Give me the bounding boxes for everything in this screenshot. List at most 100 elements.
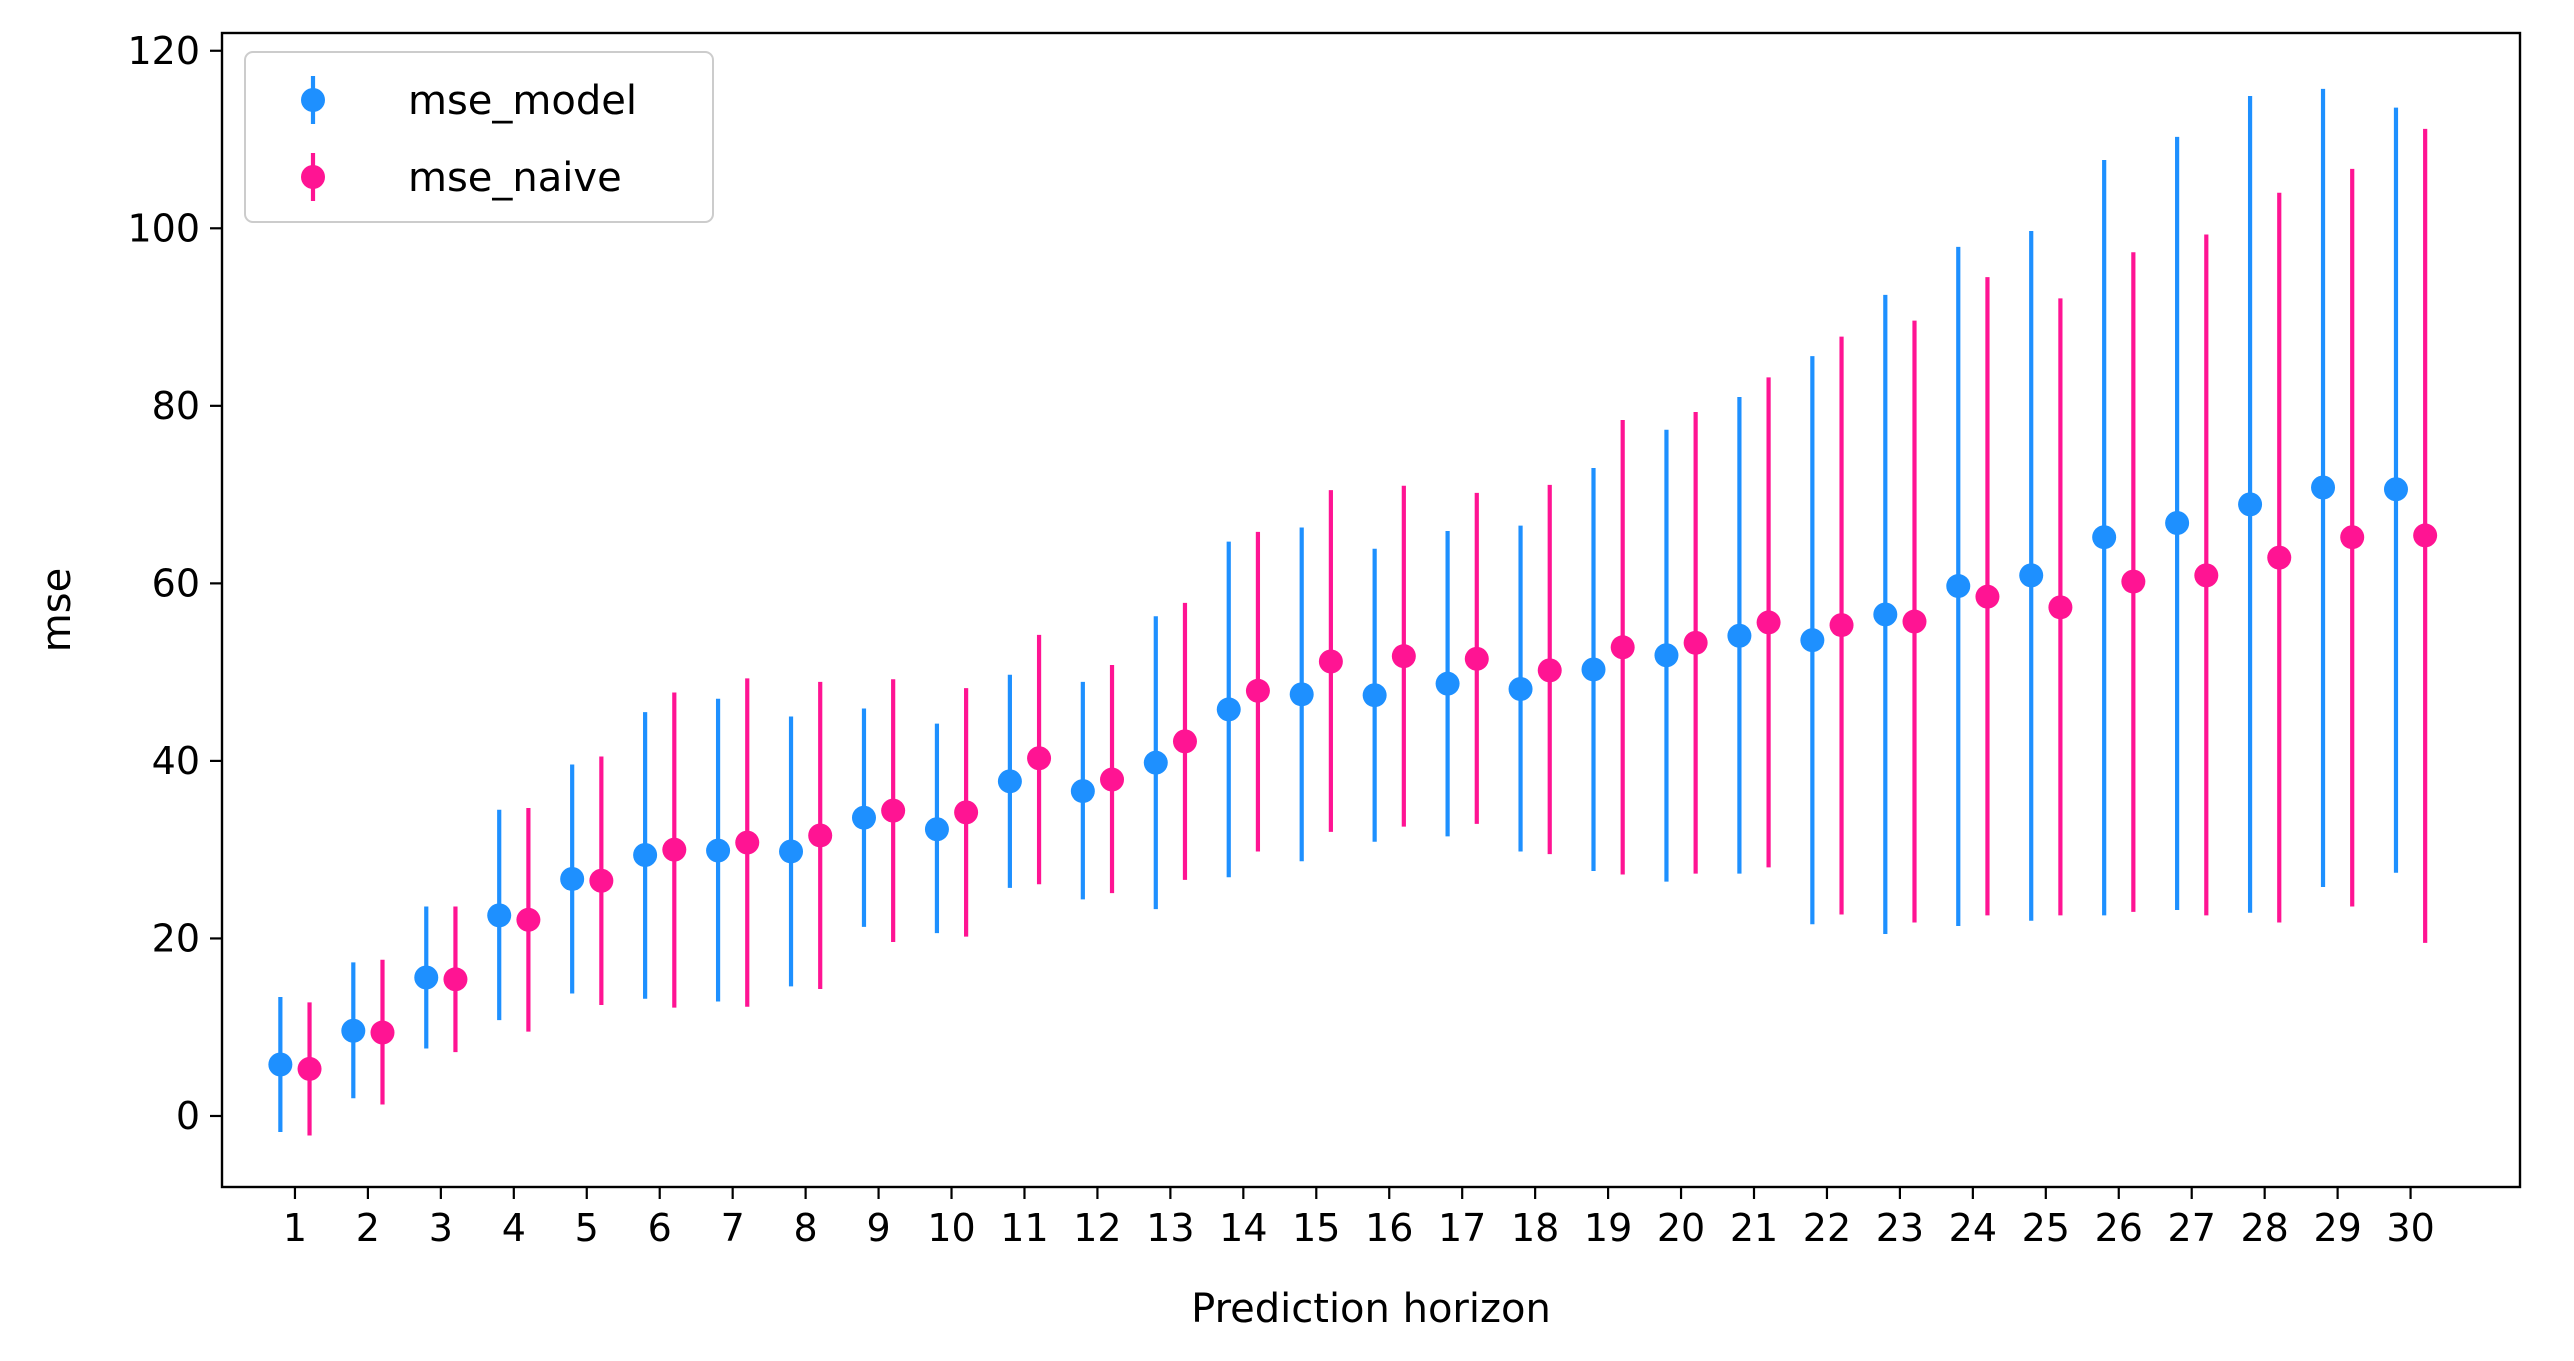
x-tick-label-18: 18 [1511, 1206, 1559, 1250]
mse-model-point-10 [924, 817, 949, 842]
mse-naive-point-29 [2340, 525, 2365, 550]
x-tick-label-17: 17 [1438, 1206, 1486, 1250]
mse-model-point-19 [1581, 657, 1606, 682]
mse-naive-point-6 [662, 837, 687, 862]
mse-model-point-28 [2238, 492, 2263, 517]
y-tick-label-20: 20 [152, 916, 200, 960]
legend-entry-mse-naive: mse_naive [301, 153, 622, 201]
mse-model-point-5 [560, 866, 585, 891]
mse-naive-point-19 [1610, 635, 1635, 660]
x-tick-label-23: 23 [1876, 1206, 1924, 1250]
y-tick-label-60: 60 [152, 561, 200, 605]
chart-marks [268, 88, 2438, 1136]
x-tick-label-1: 1 [283, 1206, 307, 1250]
legend-entry-mse-model: mse_model [301, 76, 637, 124]
mse-naive-point-7 [735, 830, 760, 855]
mse-model-point-27 [2165, 511, 2190, 536]
mse-model-point-6 [633, 843, 658, 868]
mse-naive-point-28 [2267, 545, 2292, 570]
y-tick-label-100: 100 [127, 206, 200, 250]
mse-naive-point-2 [370, 1020, 395, 1045]
x-tick-label-8: 8 [794, 1206, 818, 1250]
x-tick-label-5: 5 [575, 1206, 599, 1250]
mse-naive-point-23 [1902, 609, 1927, 634]
mse-naive-point-30 [2413, 523, 2438, 548]
mse-model-point-11 [997, 769, 1022, 794]
x-tick-label-22: 22 [1803, 1206, 1851, 1250]
y-tick-label-80: 80 [152, 384, 200, 428]
x-axis: 1 2 3 4 5 6 7 8 9 10 11 12 13 14 15 16 17 18 19 20 21 22 23 24 2… [283, 1187, 2435, 1250]
mse-model-point-16 [1362, 683, 1387, 708]
mse-model-point-26 [2092, 525, 2117, 550]
mse-model-point-9 [851, 805, 876, 830]
x-tick-label-16: 16 [1365, 1206, 1413, 1250]
mse-model-point-1 [268, 1052, 293, 1077]
mse-naive-point-1 [297, 1056, 322, 1081]
mse-model-point-22 [1800, 628, 1825, 653]
x-tick-label-12: 12 [1073, 1206, 1121, 1250]
legend-box [244, 51, 714, 223]
x-axis-title: Prediction horizon [1191, 1286, 1551, 1332]
mse-naive-point-20 [1683, 630, 1708, 655]
mse-model-point-25 [2019, 563, 2044, 588]
x-tick-label-9: 9 [866, 1206, 890, 1250]
x-tick-label-11: 11 [1000, 1206, 1048, 1250]
y-tick-label-0: 0 [176, 1094, 200, 1138]
plot-frame [220, 31, 2522, 1189]
mse-model-point-3 [414, 965, 439, 990]
mse-naive-point-9 [881, 798, 906, 823]
mse-naive-point-10 [954, 800, 979, 825]
mse-naive-point-4 [516, 907, 541, 932]
x-tick-label-20: 20 [1657, 1206, 1705, 1250]
mse-model-point-30 [2383, 477, 2408, 502]
mse-model-point-23 [1873, 602, 1898, 627]
mse-model-point-12 [1070, 779, 1095, 804]
mse-naive-point-21 [1756, 610, 1781, 635]
mse-model-point-15 [1289, 682, 1314, 707]
x-tick-label-30: 30 [2386, 1206, 2434, 1250]
x-tick-label-4: 4 [502, 1206, 526, 1250]
mse-naive-point-17 [1464, 646, 1489, 671]
mse-naive-point-13 [1172, 729, 1197, 754]
mse-model-point-13 [1143, 750, 1168, 775]
mse-model-point-14 [1216, 697, 1241, 722]
x-tick-label-19: 19 [1584, 1206, 1632, 1250]
y-tick-label-40: 40 [152, 739, 200, 783]
legend-marker-mse-model [301, 88, 325, 112]
x-tick-label-7: 7 [721, 1206, 745, 1250]
legend-label-mse-naive: mse_naive [408, 155, 622, 201]
x-tick-label-26: 26 [2095, 1206, 2143, 1250]
x-tick-label-10: 10 [927, 1206, 975, 1250]
x-tick-label-3: 3 [429, 1206, 453, 1250]
legend: mse_model mse_naive [244, 51, 714, 223]
x-tick-label-25: 25 [2022, 1206, 2070, 1250]
mse-naive-point-22 [1829, 613, 1854, 638]
mse-model-point-8 [779, 839, 804, 864]
y-axis: 0 20 40 60 80 100 120 [127, 29, 222, 1138]
y-tick-label-120: 120 [127, 29, 200, 73]
mse-naive-point-25 [2048, 595, 2073, 620]
x-tick-label-28: 28 [2240, 1206, 2288, 1250]
x-tick-label-2: 2 [356, 1206, 380, 1250]
x-tick-label-13: 13 [1146, 1206, 1194, 1250]
legend-marker-mse-naive [301, 165, 325, 189]
mse-model-point-4 [487, 903, 512, 928]
mse-model-point-20 [1654, 643, 1679, 668]
mse-model-point-18 [1508, 677, 1533, 702]
legend-label-mse-model: mse_model [408, 78, 637, 124]
x-tick-label-29: 29 [2313, 1206, 2361, 1250]
x-tick-label-6: 6 [648, 1206, 672, 1250]
mse-naive-point-8 [808, 823, 833, 848]
mse-naive-point-12 [1100, 767, 1125, 792]
mse-naive-point-5 [589, 868, 614, 893]
mse-model-point-2 [341, 1018, 366, 1043]
mse-naive-point-15 [1318, 649, 1343, 674]
x-tick-label-27: 27 [2168, 1206, 2216, 1250]
mse-model-point-17 [1435, 671, 1460, 696]
mse-naive-point-16 [1391, 644, 1416, 669]
x-tick-label-24: 24 [1949, 1206, 1997, 1250]
mse-model-point-7 [706, 838, 731, 863]
mse-model-point-24 [1946, 574, 1971, 599]
